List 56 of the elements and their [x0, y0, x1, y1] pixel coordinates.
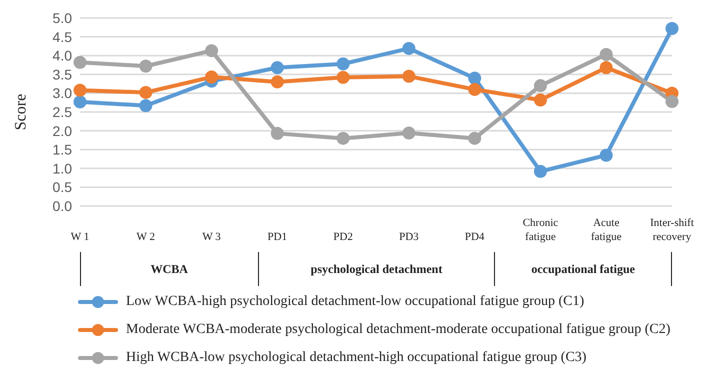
y-tick-label: 4.5 [52, 28, 72, 45]
point [74, 56, 86, 69]
point [468, 82, 482, 96]
point [270, 61, 284, 74]
point [600, 61, 613, 74]
x-tick-label: Acute fatigue [590, 217, 622, 243]
x-tick-label: W 1 [70, 231, 90, 243]
y-tick-label: 1.0 [52, 160, 72, 176]
point [534, 79, 547, 92]
point [205, 70, 218, 84]
x-tick-label: PD1 [268, 231, 288, 243]
legend-label: Moderate WCBA-moderate psychological detachment-moderate occupational fatigue group (C2) [126, 322, 670, 338]
x-tick-label: PD4 [464, 231, 485, 243]
point [402, 126, 416, 140]
legend-label: High WCBA-low psychological detachment-high occupational fatigue group (C3) [126, 350, 586, 366]
point [468, 132, 482, 145]
point [74, 95, 86, 108]
point [336, 57, 350, 70]
y-tick-label: 1.5 [52, 142, 72, 158]
point [534, 164, 547, 178]
y-tick-label: 2.0 [52, 122, 72, 139]
y-tick-label: 0.0 [52, 198, 72, 214]
legend-label: Low WCBA-high psychological detachment-low occupational fatigue group (C1) [126, 294, 584, 310]
y-tick-label: 3.5 [52, 66, 72, 82]
point [666, 94, 678, 108]
x-tick-label: W 2 [136, 231, 155, 243]
point [666, 22, 678, 36]
point [336, 132, 350, 145]
point [139, 99, 152, 112]
text: psychological detachment [258, 252, 494, 286]
y-axis-title: Score [12, 94, 30, 130]
y-tick-label: 2.5 [52, 104, 72, 120]
x-tick-label: PD3 [399, 231, 420, 243]
point [600, 48, 613, 61]
x-tick-label: Inter-shift recovery [650, 217, 694, 243]
point [600, 148, 613, 162]
point [468, 72, 482, 85]
point [402, 42, 416, 55]
point [270, 75, 284, 88]
point [139, 86, 152, 99]
y-tick-label: 4.0 [52, 48, 72, 64]
point [336, 70, 350, 84]
point [534, 93, 547, 106]
x-tick-label: PD2 [333, 231, 353, 243]
point [402, 70, 416, 83]
text: occupational fatigue [494, 252, 672, 286]
y-tick-label: 0.5 [52, 179, 72, 196]
point [270, 126, 284, 140]
point [139, 60, 152, 73]
x-tick-label: W 3 [202, 231, 222, 243]
point [74, 84, 86, 97]
x-tick-label: Chronic fatigue [522, 217, 558, 243]
y-tick-label: 3.0 [52, 85, 72, 102]
y-tick-label: 5.0 [52, 10, 72, 26]
point [205, 44, 218, 58]
text: WCBA [80, 252, 258, 286]
